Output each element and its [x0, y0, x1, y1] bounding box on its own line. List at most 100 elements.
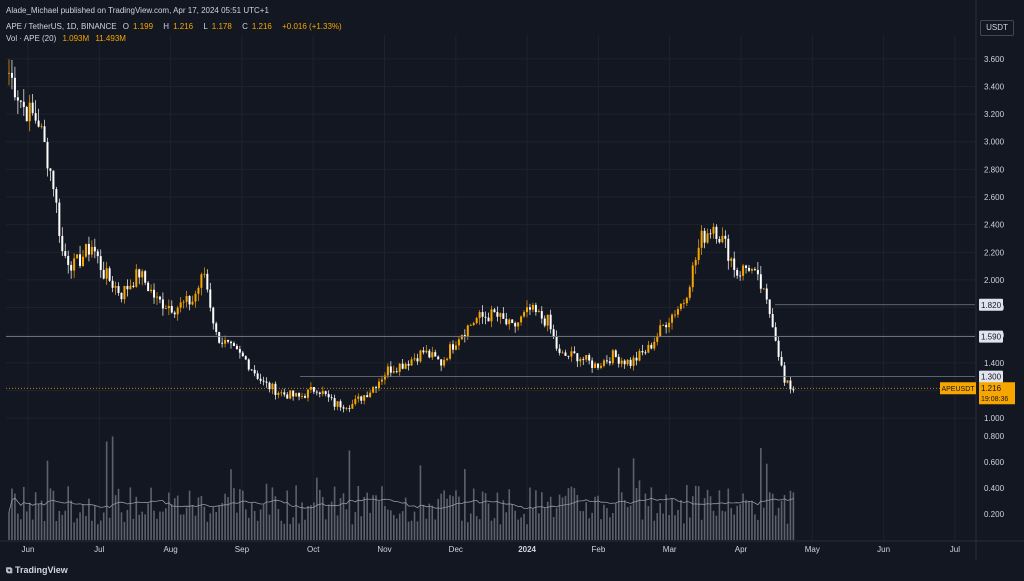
volume-bar — [683, 523, 685, 540]
volume-bar — [715, 515, 718, 540]
candle-body — [164, 308, 167, 310]
candle-body — [647, 344, 650, 353]
volume-bar — [256, 520, 259, 540]
volume-bar — [668, 515, 670, 540]
volume-bar — [111, 436, 114, 540]
volume-bar — [635, 488, 638, 540]
volume-bar — [230, 469, 232, 540]
volume-bar — [398, 513, 401, 540]
candle-body — [348, 408, 351, 409]
volume-bar — [25, 511, 28, 540]
volume-bar — [724, 511, 727, 540]
volume-bar — [271, 487, 274, 540]
volume-bar — [665, 494, 667, 540]
time-tick-label: Dec — [449, 545, 463, 554]
candle-body — [99, 256, 102, 270]
candle-body — [487, 317, 490, 322]
candle-body — [733, 258, 736, 270]
time-tick-label: Jul — [94, 545, 104, 554]
volume-bar — [407, 521, 410, 540]
candle-body — [120, 292, 123, 300]
volume-bar — [239, 489, 241, 540]
volume-bar — [567, 488, 570, 540]
candle-body — [268, 382, 271, 390]
volume-bar — [671, 498, 673, 540]
volume-bar — [689, 517, 691, 540]
price-tick-label: 1.000 — [984, 414, 1005, 423]
candle-body — [688, 287, 691, 298]
volume-bar — [760, 448, 762, 540]
volume-bar — [748, 500, 750, 540]
candle-body — [472, 323, 475, 325]
volume-bar — [64, 510, 67, 540]
currency-unit-button[interactable]: USDT — [980, 20, 1014, 36]
volume-bar — [736, 505, 738, 540]
volume-bar — [546, 501, 549, 540]
candle-body — [61, 235, 64, 252]
candle-body — [422, 350, 425, 353]
volume-bar — [123, 521, 126, 540]
volume-bar — [129, 487, 132, 540]
candle-body — [478, 312, 481, 319]
candle-body — [79, 254, 82, 266]
candle-body — [635, 357, 638, 361]
volume-bar — [11, 488, 13, 540]
price-tick-label: 1.400 — [984, 359, 1005, 368]
volume-bar — [529, 487, 531, 540]
candle-body — [46, 141, 49, 169]
candle-body — [182, 301, 185, 303]
chart-canvas[interactable]: 3.600 3.400 3.200 3.000 2.800 2.600 2.400 2.200… — [0, 0, 1024, 560]
candle-body — [469, 324, 472, 326]
candle-body — [526, 307, 528, 313]
candle-body — [156, 296, 158, 298]
candle-body — [777, 340, 780, 357]
volume-bar — [156, 518, 158, 540]
candle-body — [76, 254, 79, 259]
candle-body — [215, 323, 218, 332]
volume-bar — [686, 485, 688, 540]
candle-body — [463, 335, 466, 337]
candle-body — [10, 72, 13, 78]
volume-bar — [298, 523, 300, 540]
volume-bar — [105, 441, 108, 540]
volume-bar — [555, 508, 558, 540]
candle-body — [150, 289, 153, 292]
volume-bar — [203, 506, 206, 540]
volume-line: Vol · APE (20) 1.093M 11.493M — [6, 34, 130, 43]
volume-value: 1.093M — [62, 34, 90, 43]
volume-bar — [200, 496, 203, 540]
volume-bar — [150, 487, 152, 540]
candle-body — [608, 361, 611, 364]
candle-body — [87, 243, 90, 255]
close-value: 1.216 — [251, 22, 272, 31]
volume-bar — [591, 512, 593, 540]
volume-bar — [404, 497, 407, 540]
volume-bar — [478, 519, 481, 540]
volume-bar — [99, 520, 102, 540]
candle-body — [431, 352, 434, 358]
volume-bar — [505, 512, 508, 540]
candle-body — [309, 386, 312, 390]
candle-body — [759, 274, 762, 289]
volume-bar — [176, 495, 179, 540]
candle-body — [209, 289, 212, 308]
candle-body — [67, 255, 70, 265]
last-price-value: 1.216 — [981, 384, 1002, 393]
volume-bar — [173, 498, 176, 540]
candle-body — [457, 339, 460, 346]
volume-bar — [552, 517, 555, 540]
volume-bar — [469, 513, 472, 540]
volume-bar — [28, 502, 31, 540]
change-value: +0.016 (+1.33%) — [282, 22, 342, 31]
candle-body — [626, 359, 629, 365]
volume-bar — [236, 512, 238, 540]
candle-body — [520, 316, 523, 323]
volume-bar — [94, 505, 96, 540]
volume-label: Vol · APE (20) — [6, 34, 57, 43]
volume-bar — [609, 517, 611, 540]
candle-body — [218, 331, 221, 343]
volume-bar — [372, 495, 374, 540]
volume-bar — [416, 521, 419, 540]
horizontal-level-badge — [979, 370, 1003, 383]
volume-bar — [135, 496, 138, 540]
